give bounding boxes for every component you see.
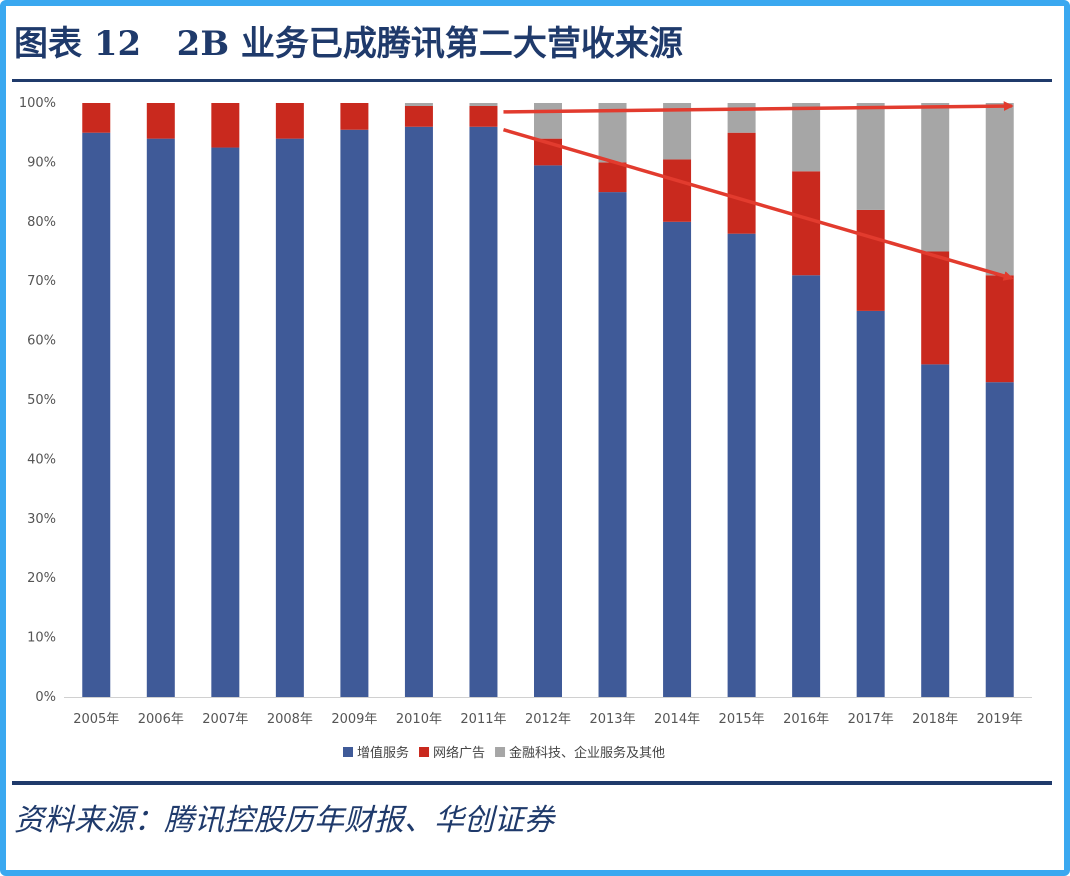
y-tick-label: 70%: [27, 274, 56, 289]
title-rule: [12, 79, 1052, 82]
bar-segment-2: [82, 103, 111, 133]
source-rule: [12, 781, 1052, 785]
bar-segment-1: [275, 138, 304, 697]
y-tick-label: 80%: [27, 215, 56, 230]
source-note: 资料来源：腾讯控股历年财报、华创证券: [14, 803, 554, 838]
y-tick-label: 90%: [27, 155, 56, 170]
bar-segment-1: [534, 165, 562, 697]
x-axis: 2005年 2006年 2007年 2008年 2009年 2010年 2011年 2012年…: [64, 697, 1032, 727]
bar-segment-1: [921, 364, 950, 697]
x-tick-label: 2018年: [912, 712, 958, 727]
bar-segment-3: [985, 103, 1014, 276]
x-tick-label: 2009年: [331, 712, 377, 727]
trend-arrows: [502, 101, 1014, 281]
y-axis: 0% 10% 20% 30% 40% 50% 60% 70% 80% 90% 100%: [19, 96, 56, 705]
bar-segment-3: [663, 103, 692, 160]
bar-segment-3: [792, 103, 821, 172]
bar-segment-2: [663, 159, 692, 222]
bar-segment-1: [663, 221, 692, 698]
bar-segment-3: [598, 103, 627, 163]
y-tick-label: 100%: [19, 96, 56, 111]
bar-segment-1: [211, 147, 240, 698]
bar-segment-3: [534, 103, 562, 139]
y-tick-label: 40%: [27, 452, 56, 467]
trend-arrow-1: [503, 101, 1014, 114]
bar-segment-3: [921, 103, 950, 252]
bar-segment-3: [856, 103, 885, 210]
legend-label-1: 增值服务: [357, 745, 409, 761]
bar-segment-2: [792, 171, 821, 276]
x-tick-label: 2014年: [654, 712, 700, 727]
x-tick-label: 2008年: [267, 712, 313, 727]
bar-segment-2: [469, 105, 498, 127]
bar-segment-1: [469, 126, 498, 697]
x-tick-label: 2017年: [848, 712, 894, 727]
bar-segment-1: [146, 138, 175, 697]
x-tick-label: 2007年: [202, 712, 248, 727]
y-tick-label: 60%: [27, 334, 56, 349]
bar-segment-1: [598, 192, 627, 697]
bar-segment-2: [404, 105, 433, 127]
bar-segment-1: [340, 129, 369, 698]
bar-segment-2: [856, 209, 885, 311]
bar-segment-2: [727, 132, 756, 234]
legend-label-2: 网络广告: [433, 745, 485, 761]
bar-segment-2: [921, 251, 950, 365]
trend-arrow-2: [502, 128, 1014, 281]
legend-swatch-3: [495, 747, 506, 757]
bar-segment-1: [82, 132, 111, 697]
x-tick-label: 2010年: [396, 712, 442, 727]
bar-segment-2: [340, 103, 369, 130]
bar-segment-1: [856, 310, 885, 697]
y-tick-label: 30%: [27, 512, 56, 527]
y-tick-label: 20%: [27, 571, 56, 586]
x-tick-label: 2006年: [138, 712, 184, 727]
figure-title: 图表 12 2B 业务已成腾讯第二大营收来源: [14, 24, 683, 64]
bar-segment-1: [985, 382, 1014, 697]
y-tick-label: 10%: [27, 631, 56, 646]
x-tick-label: 2016年: [783, 712, 829, 727]
bars: [82, 103, 1014, 698]
legend: 增值服务 网络广告 金融科技、企业服务及其他: [343, 745, 665, 761]
bar-segment-2: [275, 103, 304, 139]
bar-segment-3: [469, 103, 498, 106]
x-tick-label: 2012年: [525, 712, 571, 727]
bar-segment-1: [727, 233, 756, 697]
bar-segment-2: [146, 103, 175, 139]
bar-segment-2: [598, 162, 627, 193]
legend-swatch-1: [343, 747, 353, 757]
x-tick-label: 2015年: [719, 712, 765, 727]
bar-segment-2: [211, 103, 240, 148]
y-tick-label: 50%: [27, 393, 56, 408]
legend-label-3: 金融科技、企业服务及其他: [509, 745, 665, 761]
x-tick-label: 2011年: [460, 712, 506, 727]
bar-segment-1: [792, 275, 821, 697]
legend-swatch-2: [419, 747, 430, 757]
bar-segment-2: [985, 275, 1014, 383]
x-tick-label: 2013年: [589, 712, 635, 727]
y-tick-label: 0%: [35, 690, 56, 705]
x-tick-label: 2019年: [977, 712, 1023, 727]
x-tick-label: 2005年: [73, 712, 119, 727]
bar-segment-3: [404, 103, 433, 106]
bar-segment-1: [404, 126, 433, 697]
